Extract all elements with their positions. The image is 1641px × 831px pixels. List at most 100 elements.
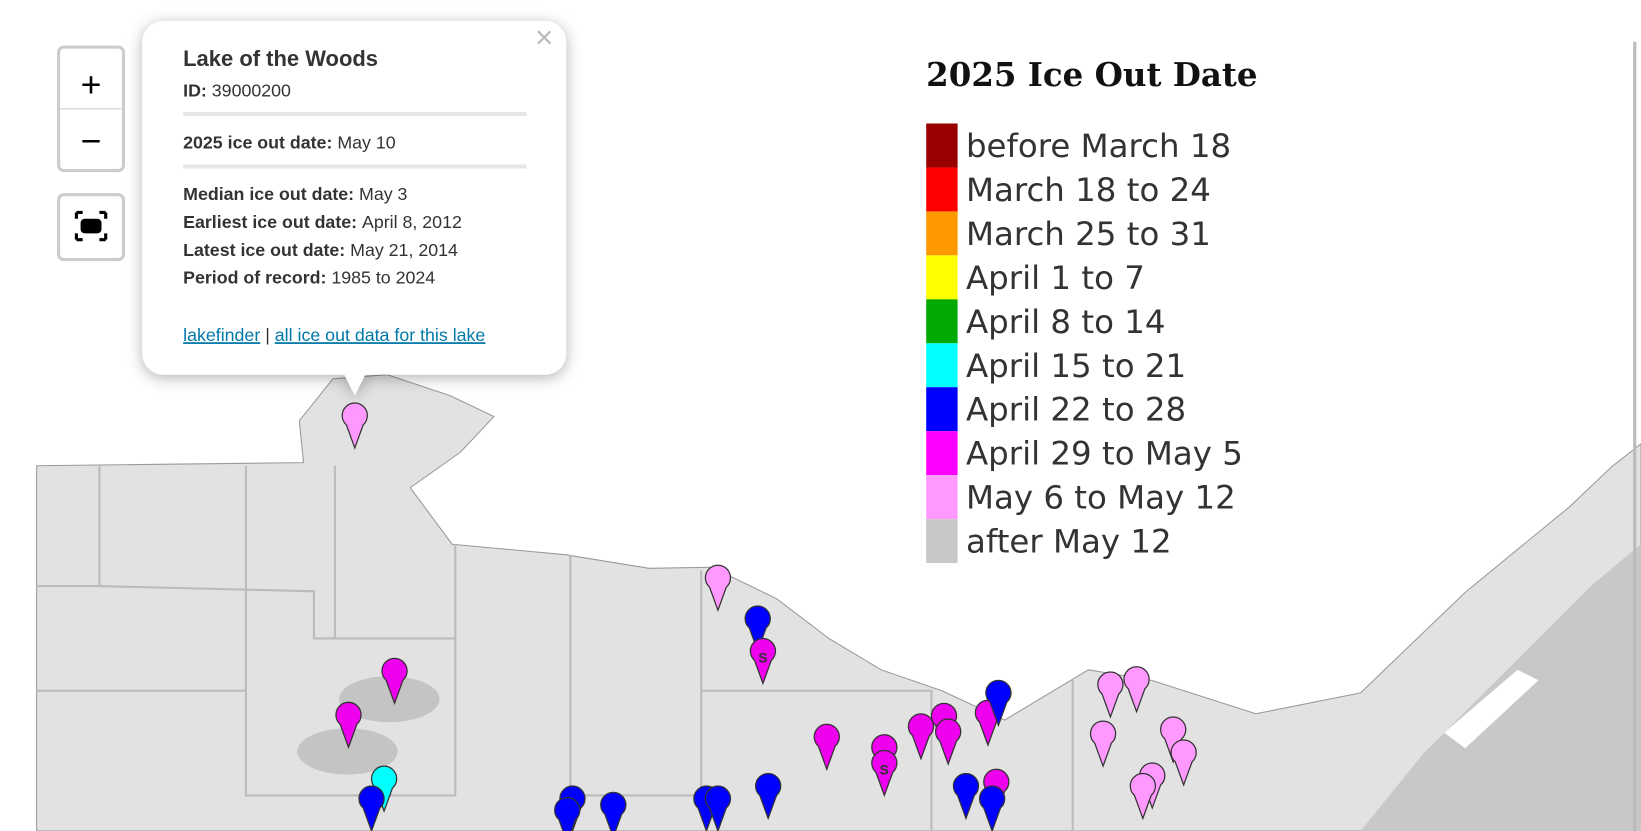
separator: | (265, 325, 270, 345)
marker-pin (871, 749, 898, 798)
marker[interactable]: S (749, 637, 777, 686)
fullscreen-control[interactable] (57, 193, 126, 262)
marker[interactable] (1097, 671, 1124, 719)
marker-pin (755, 772, 782, 821)
legend-swatch (926, 343, 958, 388)
marker-pin (1170, 739, 1197, 787)
popup-title: Lake of the Woods (183, 46, 378, 71)
marker-pin (341, 402, 368, 450)
marker-pin (978, 785, 1006, 831)
marker-pin (335, 701, 362, 750)
legend-label: May 6 to May 12 (966, 479, 1236, 517)
value: April 8, 2012 (362, 212, 462, 232)
legend-swatch (926, 431, 958, 476)
zoom-in[interactable]: + (81, 64, 102, 104)
value: 1985 to 2024 (331, 268, 435, 288)
link[interactable]: lakefinder (183, 325, 260, 345)
marker[interactable] (755, 772, 782, 821)
basemap (36, 41, 1641, 831)
marker[interactable]: S (871, 749, 898, 798)
label: Period of record: (183, 268, 326, 288)
marker[interactable] (341, 402, 368, 450)
legend-swatch (926, 387, 958, 432)
marker[interactable] (952, 772, 980, 821)
marker-pin (749, 637, 777, 686)
legend-label: April 8 to 14 (966, 303, 1166, 341)
marker[interactable] (985, 679, 1012, 728)
marker[interactable] (335, 701, 362, 750)
stat-row: Latest ice out date: May 21, 2014 (183, 240, 458, 260)
legend-swatch (926, 211, 958, 256)
marker-pin (952, 772, 980, 821)
stat-row: Earliest ice out date: April 8, 2012 (183, 212, 462, 232)
marker[interactable] (935, 718, 962, 766)
legend-swatch (926, 299, 958, 344)
marker[interactable] (1089, 720, 1117, 768)
value: May 10 (337, 133, 395, 153)
marker-pin (813, 723, 840, 772)
popup-ice-out: 2025 ice out date: May 10 (183, 133, 396, 153)
link[interactable]: all ice out data for this lake (275, 325, 486, 345)
legend-swatch (926, 123, 958, 168)
marker[interactable] (600, 791, 627, 831)
marker[interactable] (358, 785, 385, 831)
marker-pin (704, 785, 732, 831)
marker-pin (370, 765, 398, 813)
marker[interactable] (1123, 666, 1150, 714)
marker-pin (935, 718, 962, 766)
legend-label: March 18 to 24 (966, 171, 1211, 209)
legend-label: March 25 to 31 (966, 215, 1211, 253)
legend-swatch (926, 167, 958, 212)
marker-label: S (880, 762, 889, 777)
marker-pin (1129, 772, 1156, 821)
legend-title: 2025 Ice Out Date (926, 56, 1257, 94)
legend-label: April 1 to 7 (966, 259, 1145, 297)
marker[interactable] (370, 765, 398, 813)
marker[interactable] (813, 723, 840, 772)
marker[interactable] (1129, 772, 1156, 821)
marker-pin (907, 713, 935, 761)
value: May 21, 2014 (350, 240, 458, 260)
popup-links: lakefinder | all ice out data for this l… (183, 325, 485, 345)
marker-pin (985, 679, 1012, 728)
value: 39000200 (212, 80, 291, 100)
marker-pin (1089, 720, 1117, 768)
label: 2025 ice out date: (183, 133, 332, 153)
marker-pin (554, 797, 581, 831)
zoom-control: + − (57, 45, 126, 173)
marker[interactable] (1170, 739, 1197, 787)
legend-swatch (926, 519, 958, 564)
marker-pin (744, 605, 771, 653)
marker-pin (1160, 716, 1187, 764)
marker[interactable] (704, 785, 732, 831)
legend-swatch (926, 255, 958, 300)
popup-id: ID: 39000200 (183, 80, 291, 100)
marker-pin (1097, 671, 1124, 719)
marker-pin (358, 785, 385, 831)
legend-label: before March 18 (966, 127, 1231, 165)
popup-close[interactable]: × (535, 20, 553, 55)
legend-swatch (926, 475, 958, 520)
marker[interactable] (554, 797, 581, 831)
markers: SS (335, 402, 1197, 831)
legend-label: after May 12 (966, 523, 1172, 561)
marker[interactable] (1160, 716, 1187, 764)
marker[interactable] (978, 785, 1006, 831)
label: Median ice out date: (183, 184, 354, 204)
marker-pin (381, 657, 408, 706)
legend-label: April 22 to 28 (966, 391, 1186, 429)
marker[interactable] (744, 605, 771, 653)
stat-row: Period of record: 1985 to 2024 (183, 268, 435, 288)
marker[interactable] (704, 564, 732, 612)
marker-label: S (758, 650, 767, 665)
legend: before March 18 March 18 to 24 March 25 to… (926, 123, 1243, 564)
legend-label: April 15 to 21 (966, 347, 1186, 385)
label: Earliest ice out date: (183, 212, 357, 232)
marker[interactable] (907, 713, 935, 761)
marker[interactable] (381, 657, 408, 706)
zoom-out[interactable]: − (81, 121, 102, 161)
value: May 3 (359, 184, 408, 204)
